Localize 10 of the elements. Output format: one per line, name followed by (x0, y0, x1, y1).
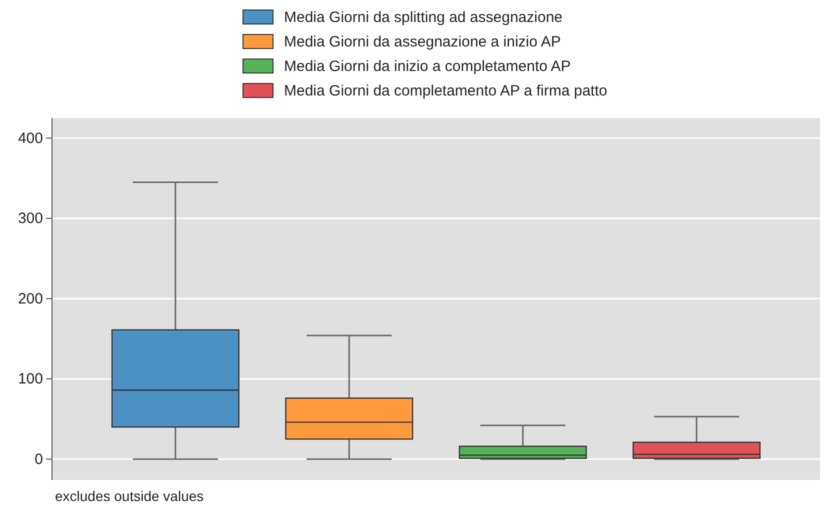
legend-label: Media Giorni da splitting ad assegnazione (284, 9, 563, 26)
legend-label: Media Giorni da completamento AP a firma patto (284, 82, 608, 100)
y-tick-label: 300 (18, 210, 43, 228)
y-tick-label: 0 (34, 450, 43, 468)
y-tick-label: 200 (18, 290, 43, 308)
y-tick-label: 100 (18, 370, 43, 388)
legend-label: Media Giorni da inizio a completamento AP (284, 58, 571, 75)
y-tick-label: 400 (18, 130, 43, 147)
text: excludes outside values (55, 488, 204, 504)
legend-label: Media Giorni da assegnazione a inizio AP (284, 34, 561, 50)
